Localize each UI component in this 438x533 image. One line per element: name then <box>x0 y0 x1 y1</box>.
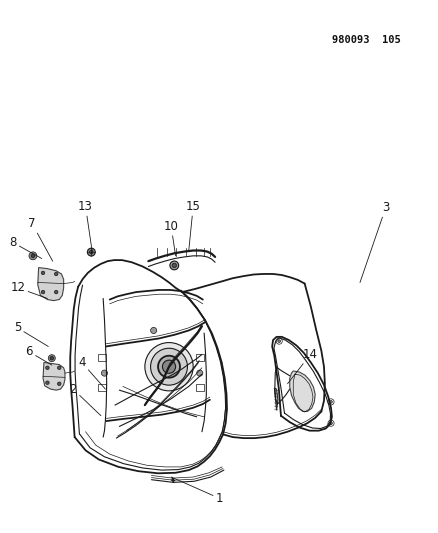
Circle shape <box>196 370 202 376</box>
Polygon shape <box>38 268 64 301</box>
Text: 5: 5 <box>14 321 48 346</box>
Circle shape <box>158 356 180 378</box>
Text: 10: 10 <box>163 220 178 256</box>
Text: 7: 7 <box>28 217 53 261</box>
Circle shape <box>101 370 107 376</box>
Circle shape <box>172 263 176 268</box>
Text: 12: 12 <box>11 281 47 298</box>
Text: 3: 3 <box>359 201 389 282</box>
Text: 2: 2 <box>69 383 101 416</box>
Circle shape <box>150 327 156 334</box>
Text: 4: 4 <box>78 356 105 389</box>
Circle shape <box>170 261 178 270</box>
Circle shape <box>41 271 45 274</box>
Circle shape <box>29 252 37 260</box>
Text: 6: 6 <box>25 345 52 365</box>
Text: 15: 15 <box>185 200 200 251</box>
Circle shape <box>54 290 58 294</box>
Circle shape <box>150 348 187 385</box>
Bar <box>98 384 106 391</box>
Text: 13: 13 <box>78 200 93 252</box>
Circle shape <box>329 401 332 403</box>
Text: 8: 8 <box>9 236 42 259</box>
Circle shape <box>89 251 93 254</box>
Circle shape <box>54 272 58 276</box>
Circle shape <box>57 366 61 369</box>
Circle shape <box>162 360 175 373</box>
Bar <box>195 354 203 361</box>
Polygon shape <box>289 371 314 411</box>
Circle shape <box>41 290 45 294</box>
Circle shape <box>277 340 280 342</box>
Circle shape <box>46 366 49 369</box>
Circle shape <box>46 381 49 384</box>
Bar <box>98 354 106 361</box>
Circle shape <box>31 254 35 257</box>
Circle shape <box>50 357 53 360</box>
Circle shape <box>48 354 55 362</box>
Text: 1: 1 <box>171 477 223 505</box>
Circle shape <box>87 248 95 256</box>
Polygon shape <box>274 388 277 410</box>
Polygon shape <box>43 362 65 390</box>
Circle shape <box>329 422 332 424</box>
Circle shape <box>57 382 61 385</box>
Text: 14: 14 <box>287 348 317 384</box>
Text: 980093  105: 980093 105 <box>332 35 400 45</box>
Circle shape <box>145 343 193 391</box>
Bar <box>195 384 203 391</box>
